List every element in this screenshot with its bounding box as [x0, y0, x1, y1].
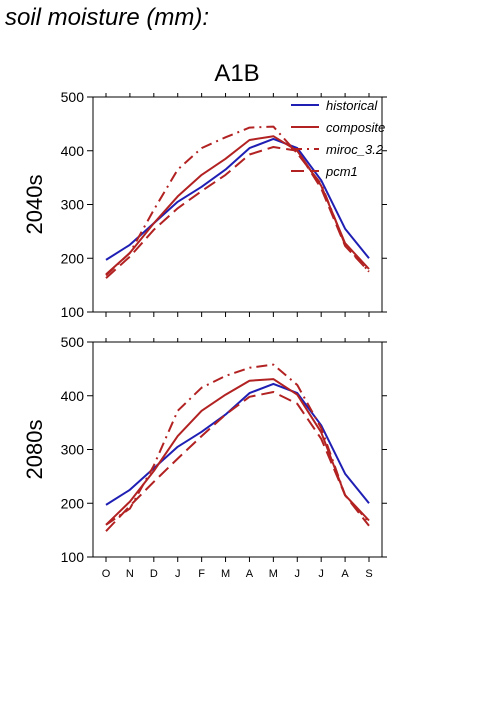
plot-frame — [92, 341, 383, 558]
x-tick-label: A — [341, 568, 349, 580]
x-tick-label: M — [269, 568, 278, 580]
series-line-pcm1 — [105, 391, 370, 532]
y-tick-label: 100 — [61, 549, 85, 565]
series-line-pcm1 — [105, 146, 370, 279]
panel-2: 100 200 300 400 500 O N D J F M A M J J A S 2080s — [22, 334, 387, 580]
legend-label: miroc_3.2 — [326, 142, 384, 157]
legend-label: historical — [326, 98, 378, 113]
y-tick-label: 200 — [61, 495, 85, 511]
x-tick-label: M — [221, 568, 230, 580]
y-tick-label: 300 — [61, 197, 85, 213]
legend-label: pcm1 — [325, 164, 358, 179]
figure-title: soil moisture (mm): — [5, 4, 210, 31]
y-tick-label: 200 — [61, 250, 85, 266]
x-tick-label: J — [175, 568, 181, 580]
x-tick-label: N — [126, 568, 134, 580]
y-tick-label: 300 — [61, 442, 85, 458]
series-line-miroc-3-2 — [105, 363, 370, 526]
x-tick-label: O — [102, 568, 111, 580]
chart-panels: 100 200 300 400 500 2040s historical composite m… — [22, 89, 387, 580]
legend-label: composite — [326, 120, 385, 135]
scenario-title: A1B — [214, 60, 259, 87]
y-tick-label: 500 — [61, 89, 85, 105]
series-line-historical — [105, 137, 370, 261]
y-tick-label: 400 — [61, 388, 85, 404]
series-line-miroc-3-2 — [105, 125, 370, 277]
x-tick-label: J — [318, 568, 324, 580]
y-tick-label: 500 — [61, 334, 85, 350]
x-tick-label: F — [198, 568, 205, 580]
y-tick-label: 400 — [61, 143, 85, 159]
y-axis-label: 2040s — [22, 175, 47, 235]
x-tick-label: S — [365, 568, 372, 580]
series-line-composite — [105, 378, 370, 526]
series-line-historical — [105, 382, 370, 506]
x-tick-label: D — [150, 568, 158, 580]
panel-1: 100 200 300 400 500 2040s historical composite m… — [22, 89, 387, 320]
x-tick-label: A — [246, 568, 254, 580]
y-axis-label: 2080s — [22, 420, 47, 480]
x-tick-label: J — [295, 568, 301, 580]
legend: historical composite miroc_3.2 pcm1 — [291, 98, 385, 179]
y-tick-label: 100 — [61, 304, 85, 320]
